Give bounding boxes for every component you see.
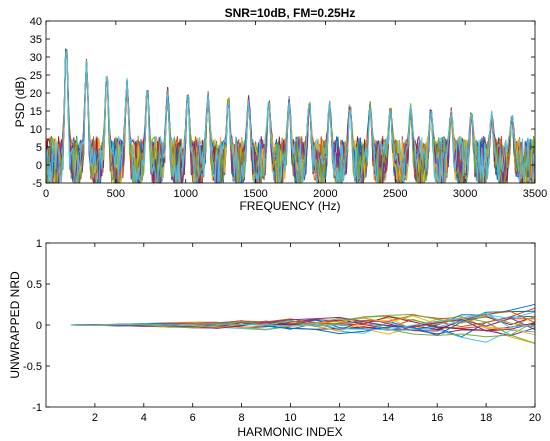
top-chart-ytick-label: 0 [36, 160, 42, 172]
top-chart-ytick-label: 5 [36, 142, 42, 154]
bottom-chart-ytick-label: 0 [36, 320, 42, 332]
top-chart-xtick-label: 3000 [453, 188, 477, 200]
top-chart-ytick-label: 10 [30, 124, 42, 136]
top-chart-title: SNR=10dB, FM=0.25Hz [225, 6, 356, 20]
top-chart-xlabel: FREQUENCY (Hz) [239, 199, 340, 213]
bottom-chart-ytick-label: -0.5 [23, 361, 42, 373]
top-chart-xtick-label: 3500 [523, 188, 547, 200]
top-chart-xtick-label: 2000 [313, 188, 337, 200]
top-chart-ytick-label: 35 [30, 34, 42, 46]
bottom-chart-xtick-label: 20 [529, 412, 541, 424]
bottom-chart-xtick-label: 12 [333, 412, 345, 424]
top-chart-ytick-label: 20 [30, 88, 42, 100]
nrd-series-line [70, 313, 536, 329]
top-chart-xtick-label: 1000 [173, 188, 197, 200]
top-chart-ylabel: PSD (dB) [13, 77, 27, 128]
bottom-chart-xtick-label: 4 [141, 412, 147, 424]
top-chart-xtick-label: 500 [107, 188, 125, 200]
bottom-chart-xtick-label: 16 [431, 412, 443, 424]
top-chart-ytick-label: 15 [30, 106, 42, 118]
top-chart-xtick-label: 1500 [243, 188, 267, 200]
top-chart-yticks: -5 0 5 10 15 20 25 30 35 40 [30, 16, 535, 190]
bottom-chart-xtick-label: 18 [480, 412, 492, 424]
bottom-chart-xtick-label: 6 [190, 412, 196, 424]
top-chart-ytick-label: -5 [32, 178, 42, 190]
top-chart-xticks: 0 500 1000 1500 2000 2500 3000 3500 [43, 21, 547, 200]
top-chart-series [45, 48, 536, 184]
bottom-chart-xticks: 2 4 6 8 10 12 14 16 18 20 [92, 243, 541, 424]
top-chart-ytick-label: 25 [30, 70, 42, 82]
bottom-chart-xtick-label: 8 [239, 412, 245, 424]
bottom-chart-ytick-label: 1 [36, 238, 42, 250]
bottom-chart-xlabel: HARMONIC INDEX [237, 425, 342, 439]
bottom-chart-xtick-label: 2 [92, 412, 98, 424]
top-chart-frame [45, 20, 536, 184]
bottom-chart-yticks: -1 -0.5 0 0.5 1 [23, 238, 535, 414]
bottom-chart-xtick-label: 10 [284, 412, 296, 424]
top-chart-xtick-label: 2500 [383, 188, 407, 200]
bottom-chart: 2 4 6 8 10 12 14 16 18 20 -1 -0.5 0 0.5 1 HARMONIC IN… [8, 238, 541, 439]
psd-series-line [45, 51, 536, 184]
bottom-chart-xtick-label: 14 [382, 412, 394, 424]
top-chart: 0 500 1000 1500 2000 2500 3000 3500 -5051015202… [13, 16, 547, 213]
top-chart-ytick-label: 40 [30, 16, 42, 28]
bottom-chart-ytick-label: 0.5 [27, 279, 42, 291]
nrd-series-line [70, 316, 536, 331]
nrd-series-line [70, 312, 536, 331]
top-chart-xtick-label: 0 [43, 188, 49, 200]
top-chart-ytick-label: 30 [30, 52, 42, 64]
bottom-chart-ytick-label: -1 [32, 402, 42, 414]
bottom-chart-ylabel: UNWRAPPED NRD [8, 271, 22, 379]
bottom-chart-series [70, 303, 536, 344]
